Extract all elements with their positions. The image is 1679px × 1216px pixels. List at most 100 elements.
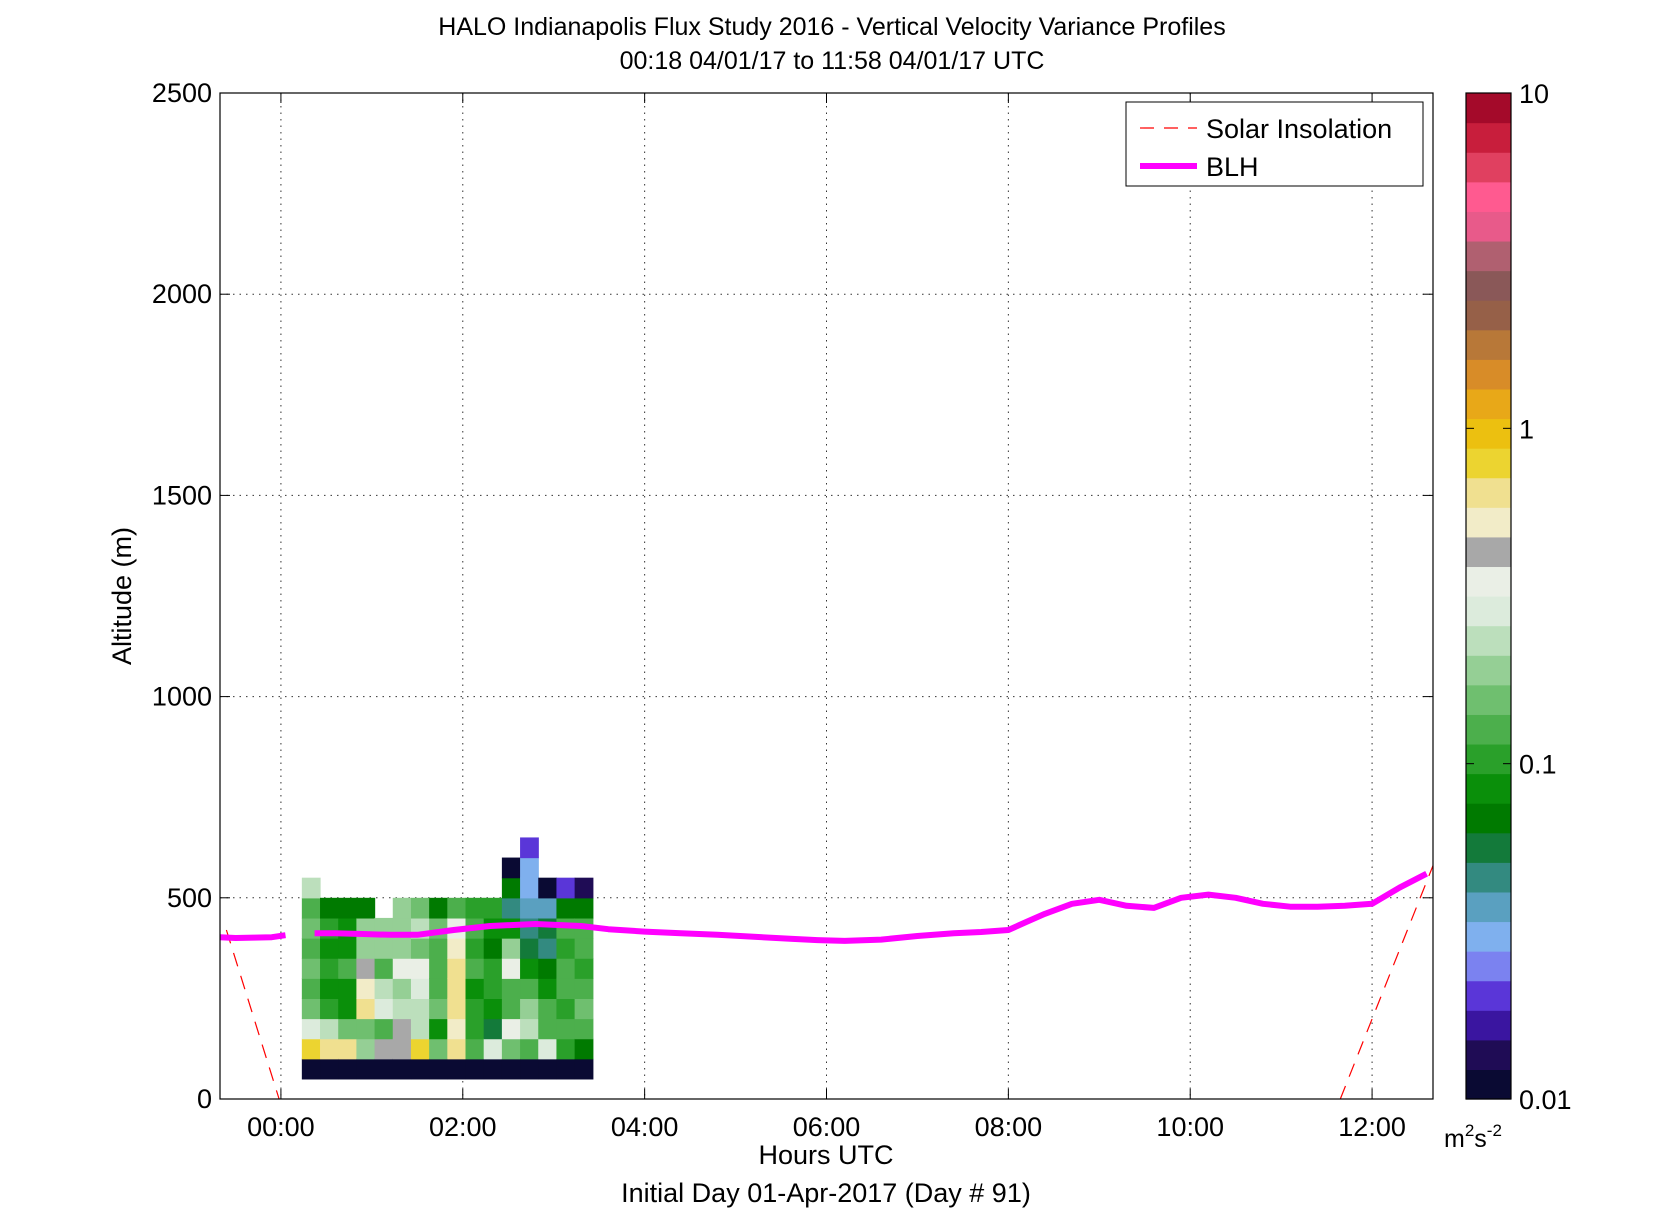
- colorbar-band-13: [1466, 684, 1511, 715]
- colorbar-band-19: [1466, 507, 1511, 538]
- heatmap-cell-1-4: [320, 978, 339, 999]
- colorbar-band-27: [1466, 270, 1511, 301]
- colorbar-band-2: [1466, 1010, 1511, 1041]
- legend-solar-label: Solar Insolation: [1206, 114, 1392, 144]
- y-tick-label-0: 0: [197, 1084, 212, 1114]
- blh-line-start: [219, 932, 286, 941]
- heatmap-cell-13-6: [538, 938, 558, 959]
- solar-insolation-line-1: [1339, 865, 1434, 1100]
- heatmap-cell-11-2: [501, 1018, 521, 1040]
- colorbar-band-12: [1466, 714, 1511, 745]
- heatmap-cell-13-2: [538, 1018, 558, 1040]
- colorbar-band-21: [1466, 448, 1511, 479]
- heatmap-cell-13-3: [538, 998, 558, 1020]
- heatmap-cell-7-2: [429, 1018, 448, 1040]
- solar-insolation-line-0: [225, 929, 280, 1100]
- colorbar-band-29: [1466, 211, 1511, 242]
- legend-box: [1125, 101, 1424, 187]
- heatmap-cell-6-8: [410, 897, 430, 919]
- colorbar-band-6: [1466, 891, 1511, 923]
- heatmap-cell-9-6: [465, 938, 485, 959]
- heatmap-cell-14-0: [556, 1058, 576, 1080]
- colorbar-unit-base: m: [1444, 1125, 1465, 1153]
- x-tick-label-4: 08:00: [975, 1112, 1043, 1142]
- heatmap-cell-8-2: [447, 1018, 467, 1040]
- heatmap-cell-6-3: [410, 998, 430, 1020]
- heatmap-cell-13-7: [538, 917, 558, 939]
- heatmap-cell-5-4: [392, 978, 412, 999]
- colorbar-band-33: [1466, 93, 1511, 124]
- heatmap-cell-11-0: [501, 1058, 521, 1080]
- heatmap-cell-10-0: [483, 1058, 503, 1080]
- heatmap-cell-10-6: [483, 938, 503, 959]
- x-tick-label-2: 04:00: [611, 1112, 679, 1142]
- colorbar-unit: m2s-2: [1444, 1121, 1502, 1153]
- x-tick-label-3: 06:00: [793, 1112, 861, 1142]
- colorbar-band-14: [1466, 655, 1511, 686]
- colorbar-band-15: [1466, 625, 1511, 656]
- heatmap-cell-11-5: [501, 958, 521, 979]
- colorbar-band-10: [1466, 773, 1511, 804]
- blh-line: [314, 871, 1428, 944]
- heatmap-cell-3-0: [356, 1058, 376, 1080]
- heatmap-cell-12-3: [520, 998, 539, 1020]
- x-axis-label: Hours UTC: [758, 1140, 893, 1170]
- colorbar-ticks: 0.01 0.1 1 10: [1466, 79, 1572, 1115]
- heatmap-cell-3-8: [356, 897, 376, 919]
- heatmap-cell-10-5: [483, 958, 503, 979]
- heatmap-cell-2-3: [338, 998, 357, 1020]
- heatmap-cell-14-5: [556, 958, 576, 979]
- y-axis-ticks: 0 500 1000 1500 2000 2500: [152, 78, 1433, 1114]
- colorbar-band-32: [1466, 122, 1511, 153]
- colorbar-tick-label-1: 0.1: [1519, 750, 1557, 780]
- heatmap-cell-8-5: [447, 958, 467, 979]
- heatmap-cell-7-0: [429, 1058, 448, 1080]
- heatmap-cell-11-8: [501, 897, 521, 919]
- heatmap-cell-0-6: [301, 938, 321, 959]
- heatmap-cell-2-0: [338, 1058, 357, 1080]
- heatmap-cell-12-5: [520, 958, 539, 979]
- heatmap-cell-13-4: [538, 978, 558, 999]
- heatmap-cell-2-6: [338, 938, 357, 959]
- colorbar-band-17: [1466, 566, 1511, 597]
- heatmap-cell-14-1: [556, 1038, 576, 1060]
- heatmap-cell-3-3: [356, 998, 376, 1020]
- heatmap-cell-15-5: [574, 958, 594, 979]
- colorbar-band-25: [1466, 329, 1511, 360]
- colorbar-tick-label-2: 1: [1519, 414, 1534, 444]
- colorbar: [1466, 93, 1511, 1100]
- heatmap-cell-2-8: [338, 897, 357, 919]
- colorbar-band-3: [1466, 980, 1511, 1011]
- heatmap-cell-9-2: [465, 1018, 485, 1040]
- colorbar-band-4: [1466, 951, 1511, 982]
- colorbar-band-5: [1466, 921, 1511, 952]
- x-tick-label-1: 02:00: [429, 1112, 497, 1142]
- heatmap-cell-12-9: [520, 877, 539, 899]
- colorbar-band-26: [1466, 300, 1511, 331]
- heatmap-cell-4-0: [374, 1058, 394, 1080]
- x-tick-label-0: 00:00: [247, 1112, 315, 1142]
- heatmap-cell-7-8: [429, 897, 448, 919]
- heatmap-cell-1-2: [320, 1018, 339, 1040]
- heatmap-cell-0-9: [301, 877, 321, 899]
- y-tick-label-4: 2000: [152, 279, 212, 309]
- colorbar-band-31: [1466, 152, 1511, 183]
- heatmap-cell-15-0: [574, 1058, 594, 1080]
- heatmap-cell-12-11: [520, 837, 539, 859]
- heatmap-cell-3-6: [356, 938, 376, 959]
- colorbar-frame: [1465, 92, 1512, 1100]
- colorbar-band-24: [1466, 359, 1511, 390]
- heatmap-cell-10-3: [483, 998, 503, 1020]
- heatmap-cell-12-0: [520, 1058, 539, 1080]
- heatmap-cell-11-10: [501, 857, 521, 879]
- heatmap-cell-4-1: [374, 1038, 394, 1060]
- colorbar-unit-exp2: -2: [1487, 1121, 1502, 1140]
- heatmap-cell-14-6: [556, 938, 576, 959]
- heatmap-cell-3-1: [356, 1038, 376, 1060]
- heatmap-cell-0-8: [301, 897, 321, 919]
- colorbar-band-7: [1466, 862, 1511, 893]
- heatmap-cell-5-0: [392, 1058, 412, 1080]
- heatmap-cell-6-5: [410, 958, 430, 979]
- heatmap-cell-11-1: [501, 1038, 521, 1060]
- heatmap-cell-12-1: [520, 1038, 539, 1060]
